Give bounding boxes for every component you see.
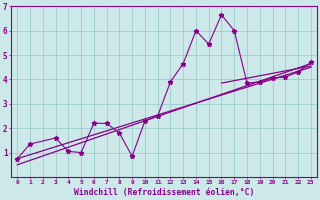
X-axis label: Windchill (Refroidissement éolien,°C): Windchill (Refroidissement éolien,°C): [74, 188, 254, 197]
